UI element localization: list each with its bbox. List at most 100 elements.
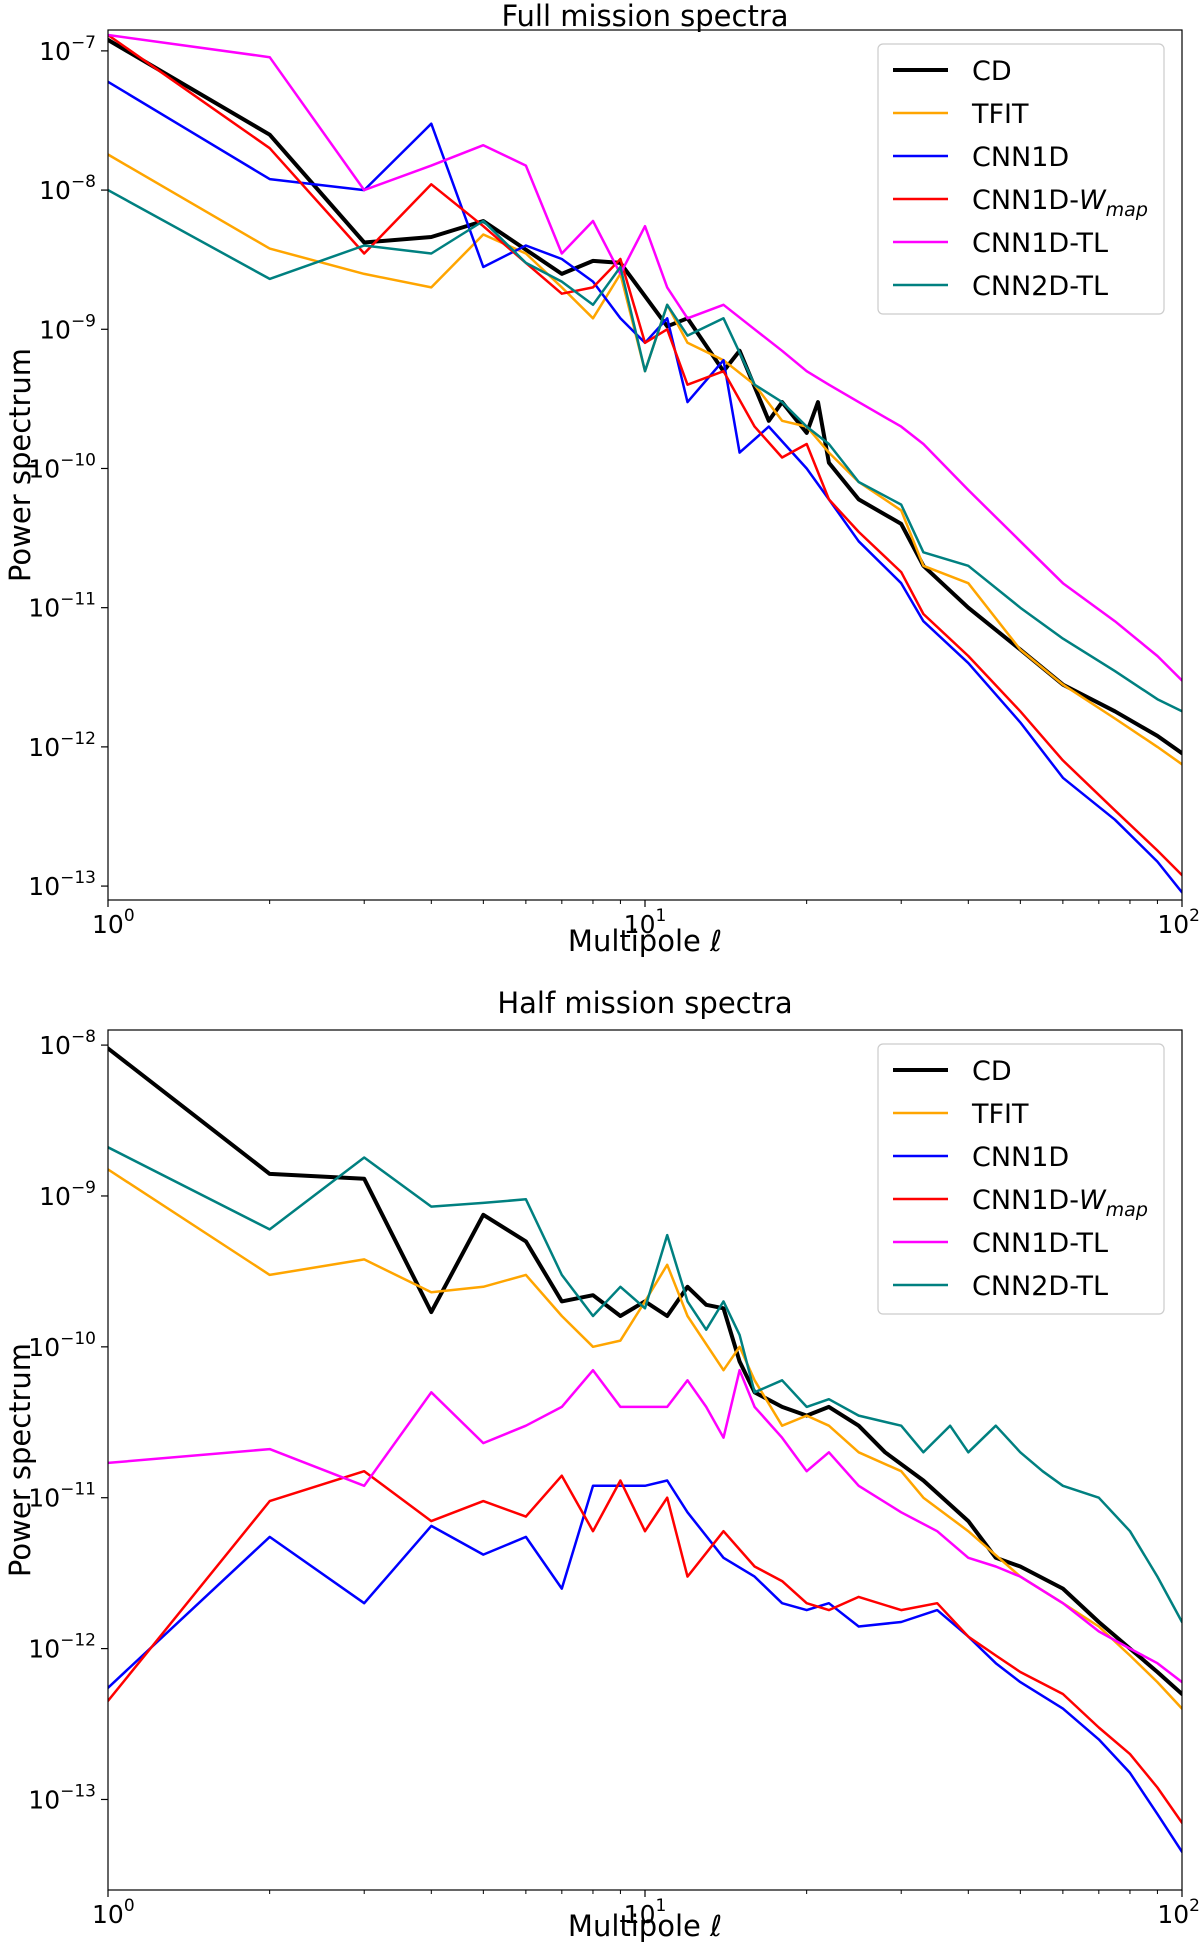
legend-label-subscript: map (1106, 1199, 1148, 1221)
x-axis-label: Multipole ℓ (568, 924, 722, 958)
legend-label-italic: W (1079, 1185, 1107, 1216)
series-line-cd (108, 1046, 1182, 1696)
y-tick-base: 10 (28, 1484, 60, 1513)
y-axis-label: Power spectrum (3, 348, 37, 582)
x-tick-label: 101 (624, 906, 667, 939)
y-tick-label: 10−9 (39, 311, 96, 344)
x-axis-label: Multipole ℓ (568, 1909, 722, 1943)
x-tick-label: 102 (1157, 1896, 1200, 1929)
legend-label-cnn2d-tl: CNN2D-TL (972, 271, 1108, 302)
x-tick-exponent: 2 (1189, 1896, 1200, 1916)
legend-label-cnn1d: CNN1D (972, 1142, 1069, 1173)
series-line-cnn2d-tl (108, 1146, 1182, 1624)
x-tick-base: 10 (92, 910, 124, 939)
y-tick-label: 10−13 (28, 868, 96, 901)
legend-label-cd: CD (972, 56, 1012, 87)
y-tick-label: 10−7 (39, 33, 96, 66)
x-tick-label: 100 (92, 906, 135, 939)
y-tick-base: 10 (28, 454, 60, 483)
legend: CD TFIT CNN1D CNN1D-Wmap CNN1D-TL CNN2D-TL (877, 43, 1165, 315)
y-tick-base: 10 (28, 1333, 60, 1362)
y-tick-base: 10 (39, 1182, 71, 1211)
y-tick-label: 10−9 (39, 1178, 96, 1211)
y-tick-base: 10 (28, 594, 60, 623)
y-tick-exponent: −8 (71, 1027, 96, 1047)
y-tick-base: 10 (39, 37, 71, 66)
y-tick-exponent: −10 (60, 1329, 96, 1349)
x-tick-base: 10 (1157, 1900, 1189, 1929)
y-tick-label: 10−8 (39, 1027, 96, 1060)
legend-label-cnn1d-wmap: CNN1D-Wmap (972, 185, 1148, 221)
y-axis-label: Power spectrum (3, 1343, 37, 1577)
y-tick-exponent: −11 (60, 590, 96, 610)
y-tick-exponent: −9 (71, 311, 96, 331)
y-tick-label: 10−10 (28, 1329, 96, 1362)
chart-title: Half mission spectra (497, 986, 792, 1020)
x-tick-base: 10 (1157, 910, 1189, 939)
y-tick-exponent: −7 (71, 33, 96, 53)
y-tick-exponent: −12 (60, 1631, 96, 1651)
y-tick-base: 10 (28, 872, 60, 901)
y-tick-label: 10−8 (39, 172, 96, 205)
legend-box (877, 1043, 1165, 1315)
series-line-cnn1d-tl (108, 33, 1182, 682)
y-tick-exponent: −12 (60, 729, 96, 749)
legend-label-tfit: TFIT (971, 1099, 1029, 1130)
series-group (108, 1046, 1182, 1854)
legend-label-cnn2d-tl: CNN2D-TL (972, 1271, 1108, 1302)
series-line-cnn1d (108, 80, 1182, 894)
series-line-cnn1d-wmap (108, 33, 1182, 877)
y-tick-exponent: −13 (60, 868, 96, 888)
series-group (108, 33, 1182, 894)
legend-label-cd: CD (972, 1056, 1012, 1087)
series-line-tfit (108, 153, 1182, 766)
series-line-cnn1d-wmap (108, 1469, 1182, 1825)
x-tick-base: 10 (624, 910, 656, 939)
series-line-cnn1d-tl (108, 1368, 1182, 1684)
y-tick-exponent: −8 (71, 172, 96, 192)
x-tick-base: 10 (624, 1900, 656, 1929)
legend-label-tfit: TFIT (971, 99, 1029, 130)
y-tick-base: 10 (39, 1031, 71, 1060)
legend-label-cnn1d: CNN1D (972, 142, 1069, 173)
y-tick-label: 10−12 (28, 1631, 96, 1664)
x-tick-exponent: 0 (124, 906, 135, 926)
x-tick-exponent: 0 (124, 1896, 135, 1916)
x-tick-exponent: 2 (1189, 906, 1200, 926)
legend: CD TFIT CNN1D CNN1D-Wmap CNN1D-TL CNN2D-TL (877, 1043, 1165, 1315)
y-tick-base: 10 (28, 1785, 60, 1814)
y-tick-exponent: −11 (60, 1480, 96, 1500)
y-tick-base: 10 (28, 1635, 60, 1664)
series-line-cnn2d-tl (108, 188, 1182, 713)
legend-box (877, 43, 1165, 315)
y-tick-exponent: −10 (60, 450, 96, 470)
y-tick-label: 10−11 (28, 1480, 96, 1513)
y-tick-label: 10−12 (28, 729, 96, 762)
y-tick-label: 10−13 (28, 1781, 96, 1814)
y-tick-exponent: −13 (60, 1781, 96, 1801)
x-tick-label: 100 (92, 1896, 135, 1929)
legend-label-cnn1d-tl: CNN1D-TL (972, 228, 1108, 259)
y-tick-base: 10 (28, 733, 60, 762)
x-tick-exponent: 1 (655, 906, 666, 926)
x-tick-label: 102 (1157, 906, 1200, 939)
y-tick-exponent: −9 (71, 1178, 96, 1198)
x-tick-base: 10 (92, 1900, 124, 1929)
x-tick-exponent: 1 (655, 1896, 666, 1916)
y-tick-base: 10 (39, 315, 71, 344)
legend-label-main: CNN1D- (972, 1185, 1079, 1216)
y-tick-label: 10−11 (28, 590, 96, 623)
y-tick-label: 10−10 (28, 450, 96, 483)
legend-label-main: CNN1D- (972, 185, 1079, 216)
y-tick-base: 10 (39, 176, 71, 205)
series-line-cnn1d (108, 1479, 1182, 1854)
legend-label-italic: W (1079, 185, 1107, 216)
legend-label-subscript: map (1106, 199, 1148, 221)
legend-label-cnn1d-wmap: CNN1D-Wmap (972, 1185, 1148, 1221)
legend-label-cnn1d-tl: CNN1D-TL (972, 1228, 1108, 1259)
